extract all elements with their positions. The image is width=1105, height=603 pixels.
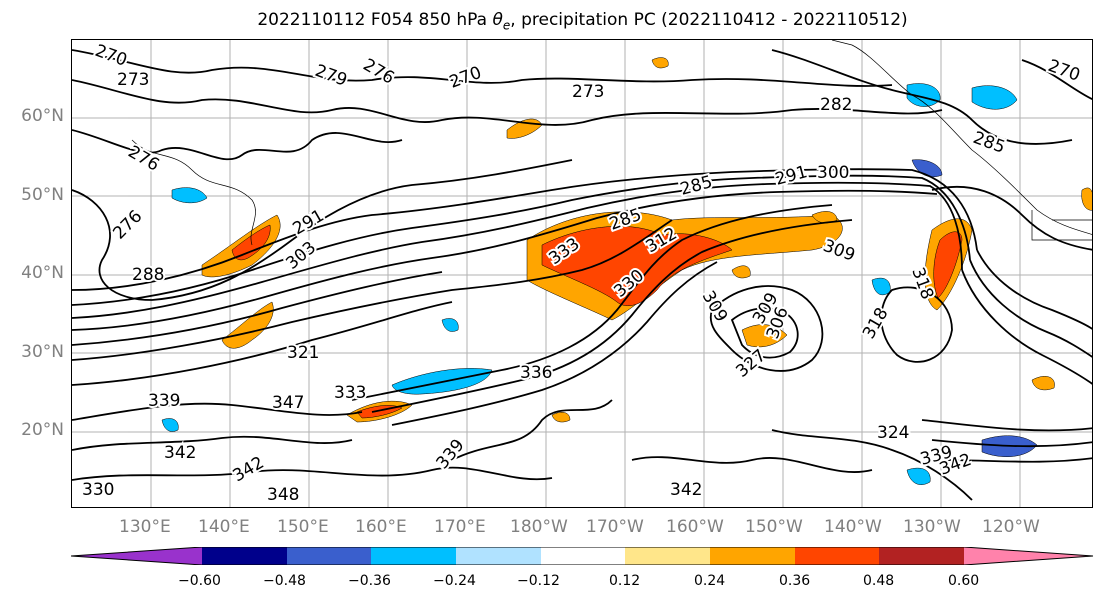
contour-label: 300: [817, 163, 849, 183]
graticule: [72, 40, 1092, 507]
shade-neg-blue-5: [171, 187, 208, 204]
contour-label: 318: [859, 304, 893, 342]
shade-2: [1081, 187, 1092, 211]
contour-label: 270: [1045, 56, 1082, 86]
lon-label: 140°E: [198, 517, 250, 537]
shade-neg-blue-2: [906, 83, 941, 107]
colorbar-tick: −0.36: [348, 573, 391, 589]
contour-label: 327: [732, 346, 770, 382]
lon-label: 150°W: [745, 517, 803, 537]
contour-label: 339: [148, 391, 180, 411]
colorbar-segments: [71, 547, 1093, 565]
colorbar-segment: [456, 547, 541, 565]
shade-1: [811, 211, 838, 224]
lon-label: 160°W: [666, 517, 724, 537]
colorbar-segment: [202, 547, 287, 565]
title-suffix: , precipitation PC (2022110412 - 2022110…: [510, 10, 908, 30]
map-panel: 270 273 279 276 270 273 282 285 270 285 …: [71, 39, 1093, 508]
lat-label: 20°N: [21, 420, 64, 440]
contour-label: 276: [125, 142, 163, 176]
lon-label: 170°W: [586, 517, 644, 537]
shade-neg-blue-4: [971, 85, 1018, 110]
contour-label: 273: [572, 82, 604, 102]
shade-jet-core-inner: [541, 226, 733, 306]
contour-label: 347: [272, 393, 304, 413]
shade-east-coast-inner: [933, 231, 963, 299]
contour-label: 342: [670, 480, 702, 500]
colorbar-tick: −0.48: [263, 573, 306, 589]
lon-label: 130°E: [119, 517, 171, 537]
shade-6: [1031, 376, 1055, 391]
colorbar-outline: [71, 547, 1094, 565]
lat-label: 30°N: [21, 342, 64, 362]
colorbar-segment: [287, 547, 371, 565]
title-theta: θ: [492, 10, 503, 30]
lon-label: 120°W: [982, 517, 1040, 537]
shade-neg-blue-8: [906, 467, 931, 485]
lon-label: 180°W: [510, 517, 568, 537]
contour-label: 291: [773, 162, 810, 190]
lon-label: 160°E: [355, 517, 407, 537]
colorbar-tick: 0.12: [609, 573, 641, 589]
coastlines: [131, 40, 1092, 246]
lat-label: 40°N: [21, 263, 64, 283]
shade-neg-blue-9: [161, 418, 179, 432]
colorbar-segment: [964, 547, 1093, 565]
colorbar-tick: 0.48: [863, 573, 895, 589]
colorbar: [71, 547, 1094, 565]
colorbar-tick: 0.36: [779, 573, 811, 589]
contour-label: 276: [109, 206, 146, 243]
lon-label: 150°E: [277, 517, 329, 537]
lon-label: 170°E: [434, 517, 486, 537]
contour-label: 270: [92, 41, 129, 71]
colorbar-tick: −0.12: [517, 573, 560, 589]
shade-neg-blue-6: [871, 277, 891, 296]
contour-label: 273: [117, 70, 149, 90]
contour-label: 279: [312, 61, 349, 91]
colorbar-tick: −0.24: [433, 573, 476, 589]
contour-label: 270: [447, 63, 484, 93]
lat-label: 60°N: [21, 106, 64, 126]
lon-label: 130°W: [903, 517, 961, 537]
contour-label: 321: [287, 343, 319, 363]
contour-label: 288: [132, 265, 164, 285]
colorbar-tick: 0.60: [948, 573, 980, 589]
contour-label: 336: [520, 363, 552, 383]
contour-label: 348: [267, 485, 299, 505]
colorbar-segment: [541, 547, 625, 565]
shade-4: [651, 57, 669, 69]
contour-label: 342: [164, 443, 196, 463]
shade-mid-pacific: [741, 324, 788, 348]
colorbar-tick: −0.60: [178, 573, 221, 589]
lat-label: 50°N: [21, 185, 64, 205]
shade-5: [731, 265, 751, 279]
lon-label: 140°W: [824, 517, 882, 537]
contour-label: 282: [820, 95, 852, 115]
colorbar-segment: [371, 547, 456, 565]
map-title: 2022110112 F054 850 hPa θe, precipitatio…: [0, 10, 1105, 32]
colorbar-segment: [625, 547, 710, 565]
contour-label: 333: [334, 383, 366, 403]
colorbar-segment: [795, 547, 879, 565]
shade-neg-blue-10: [441, 318, 459, 332]
colorbar-tick: 0.24: [694, 573, 726, 589]
title-theta-subscript: e: [502, 18, 511, 33]
shade-neg-blue-3: [911, 159, 943, 178]
title-prefix: 2022110112 F054 850 hPa: [257, 10, 493, 30]
colorbar-segment: [710, 547, 795, 565]
contour-label: 330: [82, 480, 114, 500]
shade-3: [551, 412, 571, 423]
contour-label: 309: [698, 288, 732, 326]
map-canvas: 270 273 279 276 270 273 282 285 270 285 …: [72, 40, 1092, 507]
precip-shading: [161, 57, 1092, 485]
contour-label: 276: [360, 55, 398, 89]
colorbar-segment: [879, 547, 964, 565]
colorbar-segment: [71, 547, 202, 565]
contour-label: 309: [820, 236, 857, 266]
theta-e-contours: [72, 49, 1092, 501]
contour-label: 324: [877, 423, 909, 443]
contour-label: 342: [230, 453, 268, 487]
